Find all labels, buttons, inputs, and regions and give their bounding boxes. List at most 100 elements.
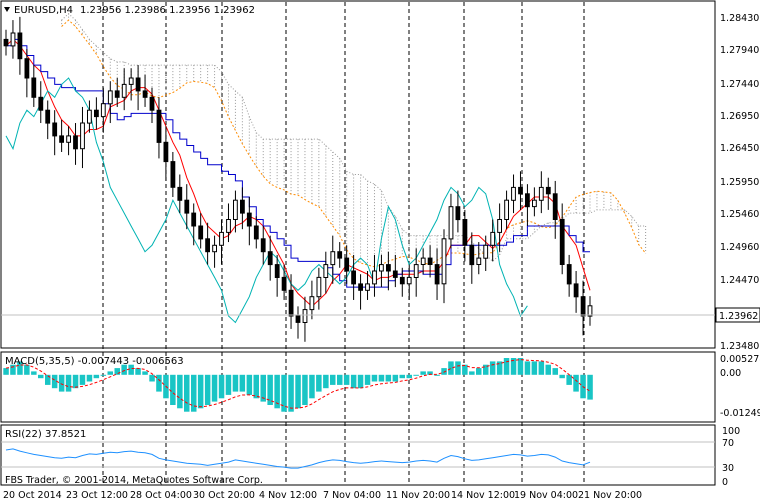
- macd-bar: [267, 374, 273, 405]
- macd-bar: [343, 374, 350, 385]
- candle-body: [323, 264, 329, 279]
- macd-bar: [538, 361, 545, 375]
- candle-body: [177, 186, 183, 201]
- rsi-pane[interactable]: [0, 424, 716, 486]
- candle-body: [448, 206, 454, 240]
- macd-bar: [17, 361, 23, 375]
- time-tick: 20 Oct 2014: [3, 490, 62, 501]
- macd-bar: [524, 361, 531, 375]
- candle-body: [295, 315, 301, 323]
- macd-bar: [274, 374, 280, 409]
- macd-bar: [246, 374, 253, 395]
- price-tick: 1.23480: [720, 341, 759, 352]
- macd-bar: [385, 374, 392, 382]
- rsi-label: RSI(22) 37.8521: [5, 429, 86, 440]
- macd-bar: [462, 364, 468, 375]
- macd-bar: [441, 368, 447, 375]
- candle-body: [351, 270, 357, 285]
- candle-body: [253, 225, 259, 240]
- candle-body: [205, 238, 210, 253]
- time-tick: 14 Nov 12:00: [451, 490, 515, 501]
- time-tick: 28 Oct 04:00: [130, 490, 192, 501]
- macd-bar: [357, 374, 364, 389]
- price-tick: 1.27940: [720, 45, 759, 56]
- candle-body: [80, 122, 85, 150]
- current-price-badge: [715, 307, 760, 323]
- macd-bar: [559, 374, 565, 379]
- candle-body: [427, 257, 433, 266]
- candle-body: [420, 257, 426, 266]
- macd-bar: [72, 374, 79, 389]
- candle-body: [17, 32, 23, 60]
- macd-bar: [142, 371, 148, 375]
- macd-tick: 0.00: [720, 368, 741, 379]
- macd-bar: [448, 361, 454, 375]
- macd-bar: [225, 374, 232, 395]
- price-tick: 1.26450: [720, 143, 759, 154]
- macd-bar: [483, 364, 489, 375]
- macd-bar: [86, 374, 93, 382]
- candle-body: [358, 283, 364, 291]
- triangle-down-icon[interactable]: [4, 7, 10, 12]
- candle-body: [59, 135, 65, 143]
- macd-bar: [65, 374, 72, 392]
- macd-bar: [79, 374, 86, 385]
- macd-bar: [503, 358, 510, 375]
- candle-body: [330, 251, 336, 266]
- candle-body: [399, 276, 405, 285]
- macd-bar: [566, 374, 572, 385]
- candle-body: [386, 264, 391, 272]
- symbol-timeframe: EURUSD,H4: [14, 5, 73, 16]
- macd-bar: [177, 374, 183, 409]
- candle-body: [476, 257, 482, 266]
- candle-body: [497, 219, 503, 233]
- macd-signal-line: [5, 359, 591, 409]
- rsi-tick: 70: [722, 438, 734, 449]
- kijun-sen-line: [6, 38, 590, 288]
- macd-bar: [378, 374, 385, 382]
- macd-bar: [100, 374, 107, 376]
- candle-body: [434, 264, 440, 285]
- vertical-grid: [102, 2, 585, 484]
- macd-bar: [3, 368, 9, 375]
- price-tick: 1.24470: [720, 275, 759, 286]
- macd-bar: [545, 364, 551, 375]
- candle-body: [302, 309, 308, 324]
- macd-bar: [281, 374, 287, 412]
- candle-body: [309, 296, 315, 311]
- candle-body: [469, 244, 475, 266]
- macd-bar: [316, 374, 322, 392]
- candle-body: [10, 32, 16, 47]
- macd-bar: [309, 374, 315, 399]
- candle-body: [219, 231, 224, 246]
- candle-body: [246, 212, 252, 227]
- macd-label: MACD(5,35,5) -0.007443 -0.006563: [5, 356, 184, 367]
- macd-bar: [197, 374, 204, 409]
- macd-bar: [434, 374, 440, 376]
- time-tick: 21 Nov 20:00: [578, 490, 642, 501]
- rsi-line: [5, 448, 591, 469]
- macd-bar: [350, 374, 357, 389]
- rsi-tick: 0: [722, 477, 728, 488]
- macd-bar: [364, 374, 371, 385]
- macd-bar: [531, 361, 538, 375]
- macd-bar: [476, 368, 482, 375]
- macd-bar: [399, 374, 405, 379]
- macd-bar: [204, 374, 211, 405]
- candle-body: [121, 83, 127, 98]
- candle-body: [490, 231, 496, 246]
- candle-body: [191, 212, 197, 227]
- macd-scale: 0.005278 0.00 -0.012495: [720, 354, 760, 419]
- price-tick: 1.25460: [720, 209, 759, 220]
- time-tick: 23 Oct 12:00: [66, 490, 128, 501]
- candle-body: [532, 199, 537, 208]
- macd-bar: [211, 374, 218, 402]
- macd-bar: [427, 371, 433, 375]
- time-tick: 7 Nov 04:00: [323, 490, 381, 501]
- macd-bar: [253, 374, 259, 399]
- price-tick: 1.26950: [720, 111, 759, 122]
- macd-bar: [31, 371, 37, 375]
- macd-tick: -0.012495: [720, 408, 760, 419]
- rsi-tick: 100: [722, 426, 740, 437]
